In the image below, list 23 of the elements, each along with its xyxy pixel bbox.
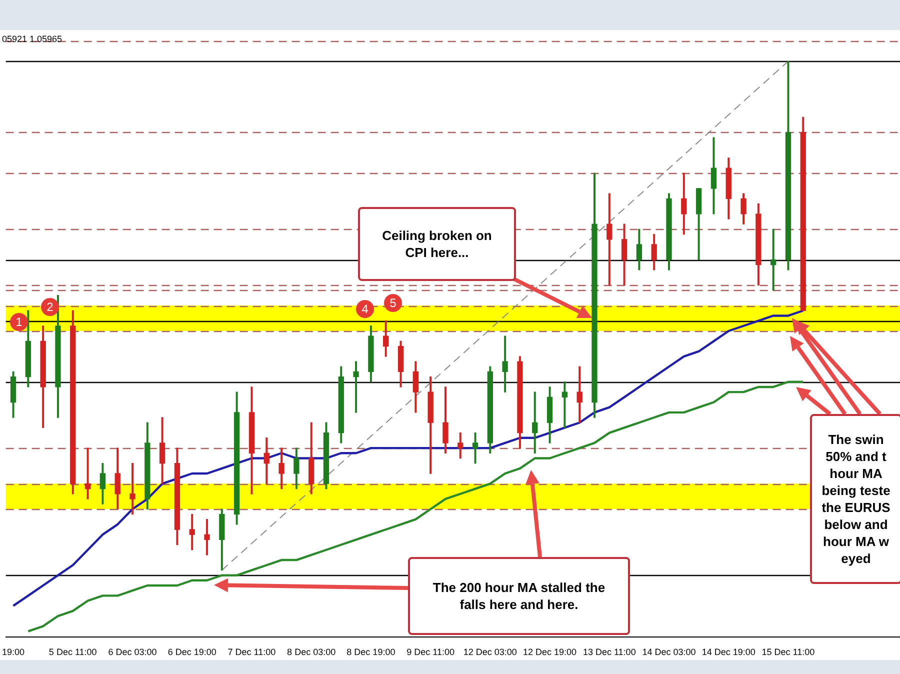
x-tick-label: 7 Dec 11:00 [228, 647, 276, 658]
x-tick-label: 12 Dec 03:00 [463, 647, 517, 658]
callout-box: The 200 hour MA stalled the falls here and here. [408, 557, 630, 635]
x-tick-label: 6 Dec 03:00 [108, 647, 157, 658]
x-tick-label: 9 Dec 11:00 [406, 647, 454, 658]
callout-box: Ceiling broken on CPI here... [358, 207, 516, 281]
x-tick-label: 8 Dec 19:00 [346, 647, 396, 658]
annotation: The swin 50% and t hour MA being teste the EURUS below and hour MA w eyed [822, 431, 890, 567]
callout-box: The swin 50% and t hour MA being teste the EURUS below and hour MA w eyed [810, 414, 900, 584]
x-tick-label: 19:00 [2, 647, 25, 658]
x-tick-label: 6 Dec 19:00 [168, 647, 216, 658]
annotation: 2 [46, 300, 54, 314]
annotation: 1 [16, 315, 22, 329]
x-tick-label: 13 Dec 11:00 [582, 647, 636, 658]
x-tick-label: 8 Dec 03:00 [287, 647, 336, 658]
x-tick-label: 14 Dec 19:00 [702, 647, 756, 658]
x-tick-label: 5 Dec 11:00 [48, 647, 97, 658]
x-tick-label: 15 Dec 11:00 [762, 647, 815, 658]
x-tick-label: 14 Dec 03:00 [642, 647, 696, 658]
annotation: 4 [362, 302, 368, 316]
annotation: Ceiling broken on CPI here... [382, 227, 492, 261]
annotation: 5 [390, 296, 396, 310]
x-tick-label: 12 Dec 19:00 [523, 647, 577, 658]
